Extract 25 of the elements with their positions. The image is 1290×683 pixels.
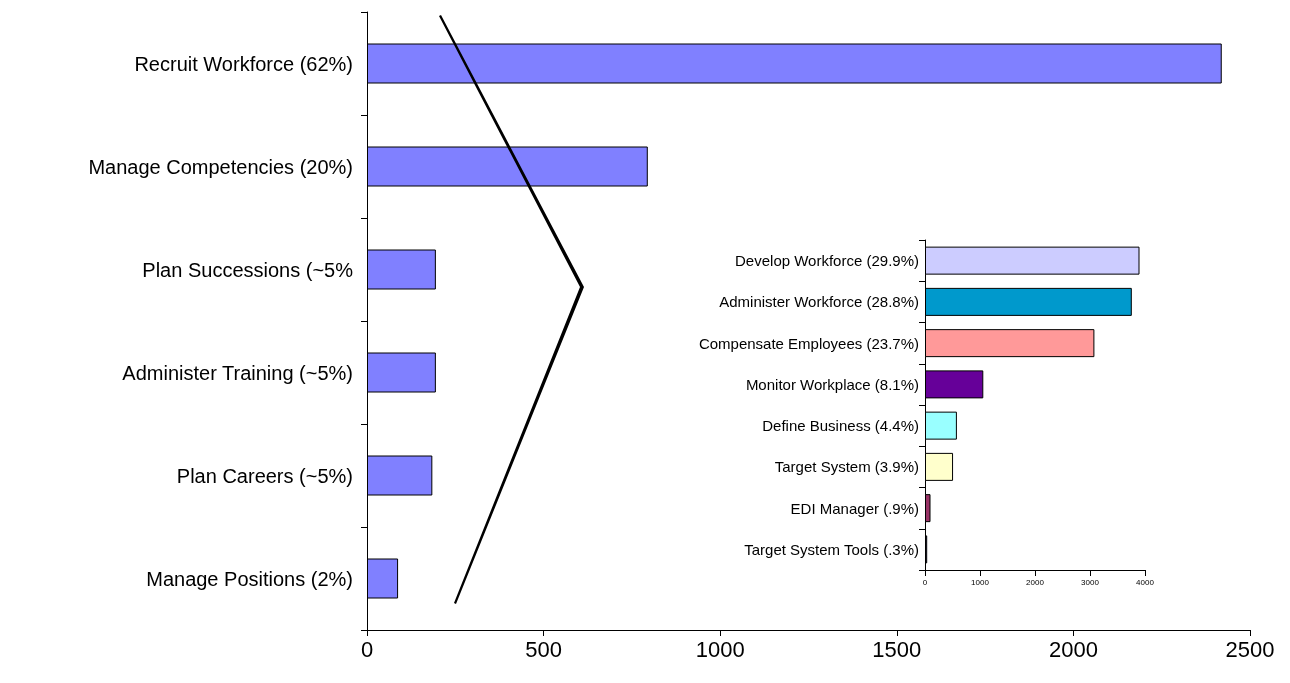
x-tick-label: 500 xyxy=(525,636,562,662)
y-tick-label: Recruit Workforce (62%) xyxy=(134,52,353,75)
y-tick-label: Target System (3.9%) xyxy=(774,458,919,476)
x-tick-label: 2000 xyxy=(1026,577,1045,587)
y-tick-label: Define Business (4.4%) xyxy=(762,417,919,435)
y-tick-label: Develop Workforce (29.9%) xyxy=(735,252,919,270)
y-tick-label: Administer Training (~5%) xyxy=(122,361,353,384)
y-tick-label: EDI Manager (.9%) xyxy=(790,499,919,517)
y-tick-label: Manage Competencies (20%) xyxy=(88,155,353,178)
y-tick-label: Administer Workforce (28.8%) xyxy=(719,293,919,311)
x-tick-label: 3000 xyxy=(1081,577,1100,587)
x-tick-label: 2000 xyxy=(1048,636,1098,662)
x-tick-label: 1000 xyxy=(695,636,745,662)
y-tick-label: Plan Successions (~5% xyxy=(142,258,354,281)
y-tick-label: Compensate Employees (23.7%) xyxy=(698,334,919,352)
x-tick-label: 2500 xyxy=(1225,636,1275,662)
x-tick-label: 4000 xyxy=(1136,577,1155,587)
y-tick-label: Monitor Workplace (8.1%) xyxy=(745,375,919,393)
y-tick-label: Plan Careers (~5%) xyxy=(176,464,353,487)
x-tick-label: 1000 xyxy=(971,577,990,587)
x-tick-label: 0 xyxy=(922,577,928,587)
x-tick-label: 0 xyxy=(360,636,374,662)
y-tick-label: Manage Positions (2%) xyxy=(146,567,353,590)
y-tick-label: Target System Tools (.3%) xyxy=(744,540,919,558)
x-tick-label: 1500 xyxy=(872,636,922,662)
